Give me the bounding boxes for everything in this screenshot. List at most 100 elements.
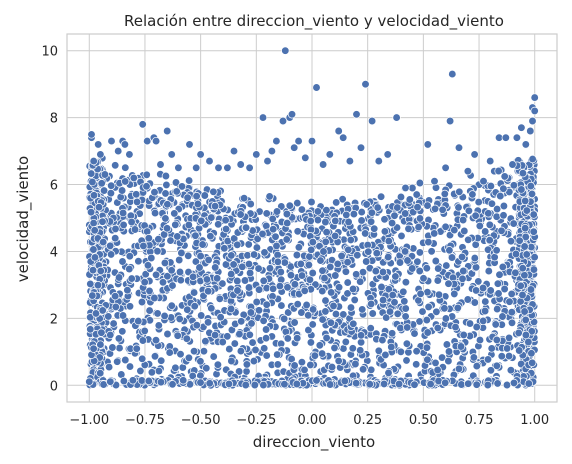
scatter-point xyxy=(521,196,530,206)
scatter-point xyxy=(464,379,473,388)
scatter-point xyxy=(96,369,105,378)
x-tick-label: 0.00 xyxy=(298,413,327,428)
scatter-point xyxy=(294,243,304,252)
scatter-point xyxy=(353,251,362,260)
scatter-point xyxy=(185,380,195,389)
scatter-point xyxy=(154,321,163,330)
scatter-point xyxy=(286,271,296,280)
scatter-point xyxy=(475,221,484,231)
scatter-point xyxy=(96,266,105,276)
scatter-point xyxy=(422,315,431,325)
scatter-point xyxy=(358,305,367,314)
scatter-point xyxy=(151,136,161,146)
scatter-point xyxy=(254,264,263,273)
scatter-point xyxy=(511,268,520,277)
scatter-point xyxy=(351,359,360,369)
scatter-point xyxy=(374,346,383,355)
scatter-point xyxy=(150,352,160,361)
scatter-point xyxy=(121,177,130,186)
scatter-point xyxy=(415,178,425,188)
scatter-point xyxy=(372,249,381,258)
scatter-point xyxy=(470,298,479,307)
scatter-point xyxy=(293,334,302,343)
scatter-point xyxy=(438,205,447,214)
scatter-point xyxy=(401,183,410,193)
scatter-point xyxy=(516,281,525,290)
scatter-point xyxy=(378,295,388,305)
scatter-point xyxy=(184,220,193,230)
scatter-point xyxy=(307,197,316,207)
scatter-point xyxy=(318,266,327,275)
scatter-point xyxy=(160,258,170,268)
scatter-point xyxy=(167,266,176,275)
scatter-point xyxy=(209,352,218,361)
scatter-point xyxy=(223,332,232,341)
scatter-point xyxy=(387,342,396,352)
scatter-point xyxy=(393,203,402,212)
scatter-point xyxy=(280,314,289,323)
scatter-point xyxy=(263,156,272,166)
scatter-point xyxy=(501,133,510,142)
scatter-point xyxy=(415,248,425,257)
scatter-point xyxy=(233,240,242,249)
scatter-point xyxy=(202,275,212,284)
scatter-point xyxy=(492,212,501,221)
scatter-point xyxy=(308,268,317,278)
scatter-point xyxy=(293,227,302,236)
scatter-point xyxy=(521,224,530,233)
scatter-point xyxy=(348,284,358,294)
scatter-point xyxy=(528,116,537,126)
scatter-point xyxy=(361,80,370,89)
scatter-point xyxy=(119,220,128,230)
scatter-point xyxy=(297,271,307,280)
scatter-point xyxy=(514,328,523,338)
scatter-point xyxy=(442,340,452,349)
scatter-point xyxy=(511,249,521,259)
scatter-point xyxy=(529,265,539,274)
scatter-point xyxy=(125,150,134,159)
scatter-point xyxy=(387,218,397,228)
scatter-point xyxy=(171,178,181,187)
scatter-point xyxy=(401,209,410,218)
scatter-point xyxy=(273,350,282,359)
scatter-point xyxy=(89,344,98,353)
scatter-point xyxy=(334,126,343,136)
scatter-point xyxy=(507,289,516,299)
scatter-point xyxy=(506,237,516,246)
scatter-point xyxy=(444,279,453,288)
scatter-point xyxy=(487,199,497,208)
scatter-point xyxy=(292,379,301,389)
scatter-point xyxy=(86,279,95,289)
scatter-point xyxy=(343,289,352,298)
scatter-point xyxy=(498,312,507,321)
scatter-point xyxy=(483,355,493,364)
scatter-point xyxy=(442,261,451,270)
scatter-point xyxy=(254,306,264,315)
scatter-point xyxy=(526,126,535,136)
scatter-point xyxy=(521,140,530,149)
scatter-point xyxy=(143,261,153,270)
scatter-point xyxy=(492,361,501,370)
scatter-point xyxy=(236,210,245,219)
scatter-point xyxy=(93,281,103,290)
scatter-point xyxy=(422,343,432,352)
scatter-point xyxy=(144,234,153,243)
scatter-point xyxy=(416,289,425,298)
scatter-point xyxy=(394,379,404,389)
scatter-point xyxy=(453,303,462,313)
scatter-point xyxy=(447,253,457,262)
scatter-point xyxy=(150,188,159,197)
scatter-point xyxy=(280,380,289,389)
scatter-point xyxy=(132,197,142,207)
scatter-point xyxy=(334,356,343,366)
scatter-point xyxy=(396,192,406,202)
scatter-point xyxy=(312,376,321,385)
scatter-point xyxy=(492,335,501,345)
scatter-point xyxy=(113,357,122,366)
scatter-point xyxy=(341,267,351,276)
scatter-point xyxy=(218,279,227,288)
scatter-point xyxy=(161,171,171,181)
scatter-point xyxy=(247,319,256,328)
scatter-point xyxy=(191,257,201,266)
scatter-point xyxy=(509,219,518,228)
